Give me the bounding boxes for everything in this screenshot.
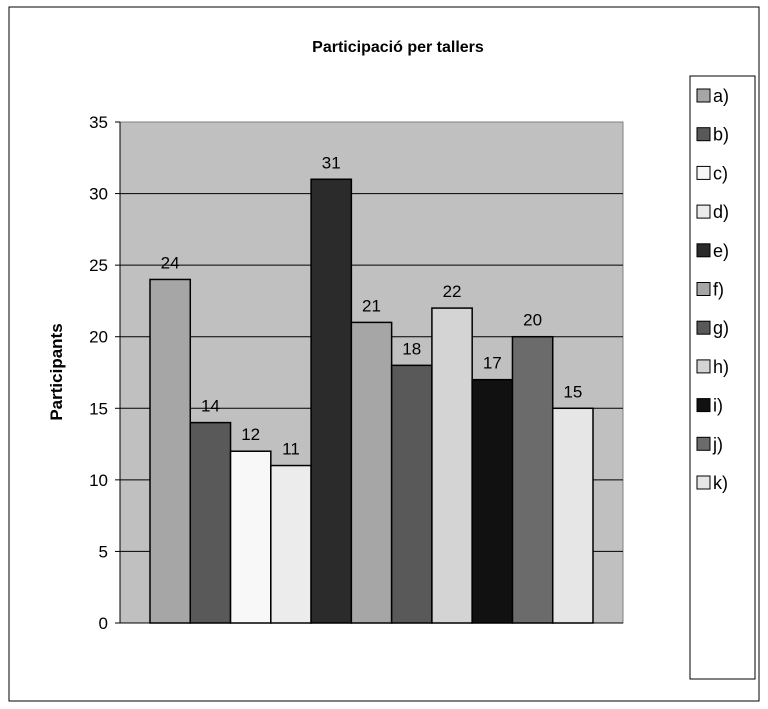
y-tick-label: 5 [99, 542, 108, 561]
legend-label: e) [713, 241, 729, 261]
bar [149, 278, 192, 624]
bar [189, 421, 232, 624]
y-axis-ticks: 0 5 10 15 20 25 30 35 [89, 113, 120, 633]
data-label: 17 [483, 354, 502, 373]
chart-title: Participació per tallers [312, 39, 484, 56]
bar [270, 464, 312, 624]
bar [471, 378, 514, 624]
bar [511, 335, 554, 624]
y-tick-label: 10 [89, 471, 108, 490]
data-label: 24 [161, 253, 180, 272]
data-label: 12 [241, 425, 260, 444]
y-tick-label: 20 [89, 328, 108, 347]
legend-label: d) [713, 202, 729, 222]
y-tick-label: 30 [89, 185, 108, 204]
legend-label: g) [713, 318, 729, 338]
legend-swatch [696, 436, 711, 451]
legend-swatch [696, 88, 711, 103]
legend-swatch [696, 282, 711, 296]
data-label: 18 [402, 339, 421, 358]
bar [350, 321, 393, 624]
y-tick-label: 35 [89, 113, 108, 132]
legend-swatch [696, 204, 711, 219]
legend-label: h) [713, 357, 729, 377]
legend: a) b) c) d) e) f) g) h) i) j) k) [696, 86, 729, 493]
legend-label: k) [713, 473, 728, 493]
bar [310, 178, 353, 624]
bar [229, 450, 272, 624]
legend-label: i) [713, 396, 723, 416]
legend-label: b) [713, 125, 729, 145]
legend-label: c) [713, 163, 728, 183]
legend-swatch [696, 475, 711, 490]
data-labels: 24 14 12 11 31 21 18 22 17 20 15 [161, 153, 583, 458]
y-axis-title: Participants [47, 323, 66, 420]
data-label: 22 [443, 282, 462, 301]
bar [390, 364, 433, 624]
legend-swatch [696, 320, 711, 335]
bar [551, 407, 594, 624]
data-label: 15 [563, 382, 582, 401]
y-tick-label: 15 [89, 399, 108, 418]
legend-swatch [696, 398, 711, 413]
legend-swatch [696, 243, 711, 258]
bar [431, 307, 473, 624]
legend-label: f) [713, 280, 724, 300]
legend-swatch [696, 127, 711, 142]
bars [149, 178, 594, 624]
data-label: 21 [362, 296, 381, 315]
data-label: 31 [322, 153, 341, 172]
legend-swatch [696, 165, 711, 180]
legend-label: a) [713, 86, 729, 106]
data-label: 11 [282, 440, 300, 459]
legend-label: j) [712, 434, 723, 454]
legend-swatch [696, 359, 711, 374]
y-tick-label: 0 [99, 614, 108, 633]
data-label: 14 [201, 397, 220, 416]
y-tick-label: 25 [89, 256, 108, 275]
data-label: 20 [523, 311, 542, 330]
